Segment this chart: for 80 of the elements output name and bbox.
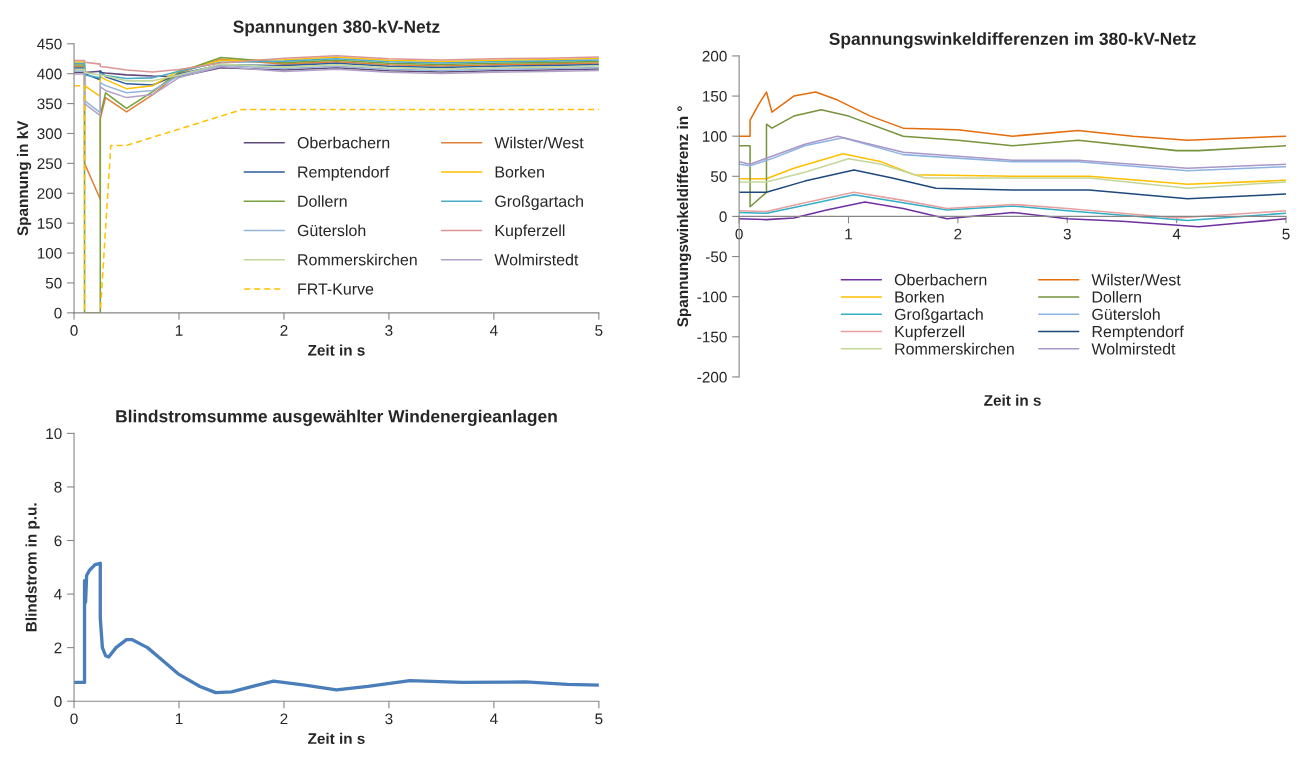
legend-label: Wolmirstedt <box>494 253 579 266</box>
line-series <box>74 561 599 695</box>
y-tick-label: -100 <box>697 291 727 303</box>
x-tick-label: 2 <box>280 713 288 725</box>
y-tick-label: -200 <box>697 371 727 383</box>
line-series <box>74 66 599 78</box>
legend-label: Wilster/West <box>1091 273 1181 286</box>
x-tick-label: 1 <box>175 325 183 336</box>
y-tick-label: 50 <box>710 171 727 182</box>
y-tick-label: 6 <box>54 535 62 547</box>
x-tick-label: 1 <box>175 713 183 725</box>
legend-label: FRT-Kurve <box>298 283 374 295</box>
y-tick-label: 300 <box>37 128 62 140</box>
y-tick-label: 0 <box>54 696 62 707</box>
x-tick-label: 5 <box>595 713 603 725</box>
x-tick-label: 5 <box>1282 228 1290 240</box>
y-tick-label: 250 <box>37 158 62 170</box>
y-tick-label: 8 <box>54 481 62 493</box>
legend-label: Gütersloh <box>1092 308 1160 320</box>
legend-label: Wolmirstedt <box>1091 342 1176 355</box>
y-tick-label: 2 <box>54 642 62 654</box>
x-tick-label: 1 <box>845 228 853 240</box>
y-tick-label: 4 <box>54 589 62 600</box>
legend-label: Borken <box>495 165 544 178</box>
line-series <box>74 54 599 73</box>
x-tick-label: 3 <box>385 325 393 336</box>
legend-label: Remptendorf <box>298 165 390 181</box>
y-axis-title: Blindstrom in p.u. <box>25 503 40 632</box>
y-axis-title: Spannung in kV <box>16 120 32 236</box>
x-tick-label: 3 <box>385 713 393 725</box>
y-tick-label: 0 <box>54 307 62 319</box>
y-tick-label: 0 <box>719 211 727 223</box>
legend-label: Remptendorf <box>1092 325 1184 341</box>
legend-label: Kupferzell <box>895 325 965 341</box>
x-tick-label: 4 <box>489 713 498 725</box>
x-tick-label: 4 <box>1172 228 1181 240</box>
y-tick-label: 10 <box>46 428 62 440</box>
y-tick-label: -150 <box>697 331 727 343</box>
y-tick-label: 200 <box>37 188 62 199</box>
y-tick-label: -50 <box>705 251 727 263</box>
legend-label: Kupferzell <box>495 224 565 240</box>
legend-label: Wilster/West <box>494 136 584 149</box>
legend-label: Großgartach <box>495 195 583 211</box>
y-axis-title: Spannungswinkeldifferenz in ° <box>676 106 692 327</box>
y-tick-label: 150 <box>37 218 62 229</box>
legend-label: Oberbachern <box>894 273 987 286</box>
x-tick-label: 0 <box>70 325 78 336</box>
line-series <box>739 91 1287 141</box>
legend-label: Gütersloh <box>297 224 366 237</box>
x-tick-label: 4 <box>489 325 498 336</box>
chart-title: Spannungen 380-kV-Netz <box>233 20 440 37</box>
y-tick-label: 50 <box>45 277 62 289</box>
legend-label: Dollern <box>298 195 347 207</box>
legend-label: Dollern <box>1092 290 1142 303</box>
chart-title: Spannungswinkeldifferenzen im 380-kV-Netz <box>829 32 1196 49</box>
x-axis-title: Zeit in s <box>984 394 1041 406</box>
x-tick-label: 0 <box>70 713 78 725</box>
x-tick-label: 2 <box>280 325 288 336</box>
x-axis-title: Zeit in s <box>308 344 365 356</box>
y-tick-label: 450 <box>37 38 62 50</box>
line-series <box>739 169 1287 200</box>
y-tick-label: 350 <box>37 98 62 110</box>
legend-label: Borken <box>895 290 944 303</box>
legend-label: Oberbachern <box>297 136 390 149</box>
x-tick-label: 2 <box>954 228 962 240</box>
line-series <box>739 108 1287 208</box>
legend-label: Großgartach <box>894 308 983 324</box>
y-tick-label: 100 <box>703 131 727 142</box>
legend-label: Rommerskirchen <box>895 342 1014 355</box>
y-tick-label: 150 <box>703 90 727 102</box>
x-tick-label: 5 <box>595 325 603 336</box>
x-tick-label: 3 <box>1063 228 1071 240</box>
y-tick-label: 400 <box>37 68 62 80</box>
y-tick-label: 200 <box>702 50 727 62</box>
x-tick-label: 0 <box>735 228 743 240</box>
line-series <box>74 57 599 80</box>
chart-title: Blindstromsumme ausgewählter Windenergieanlagen <box>116 409 557 426</box>
y-tick-label: 100 <box>37 247 62 259</box>
x-axis-title: Zeit in s <box>308 732 365 745</box>
legend-label: Rommerskirchen <box>298 253 417 266</box>
